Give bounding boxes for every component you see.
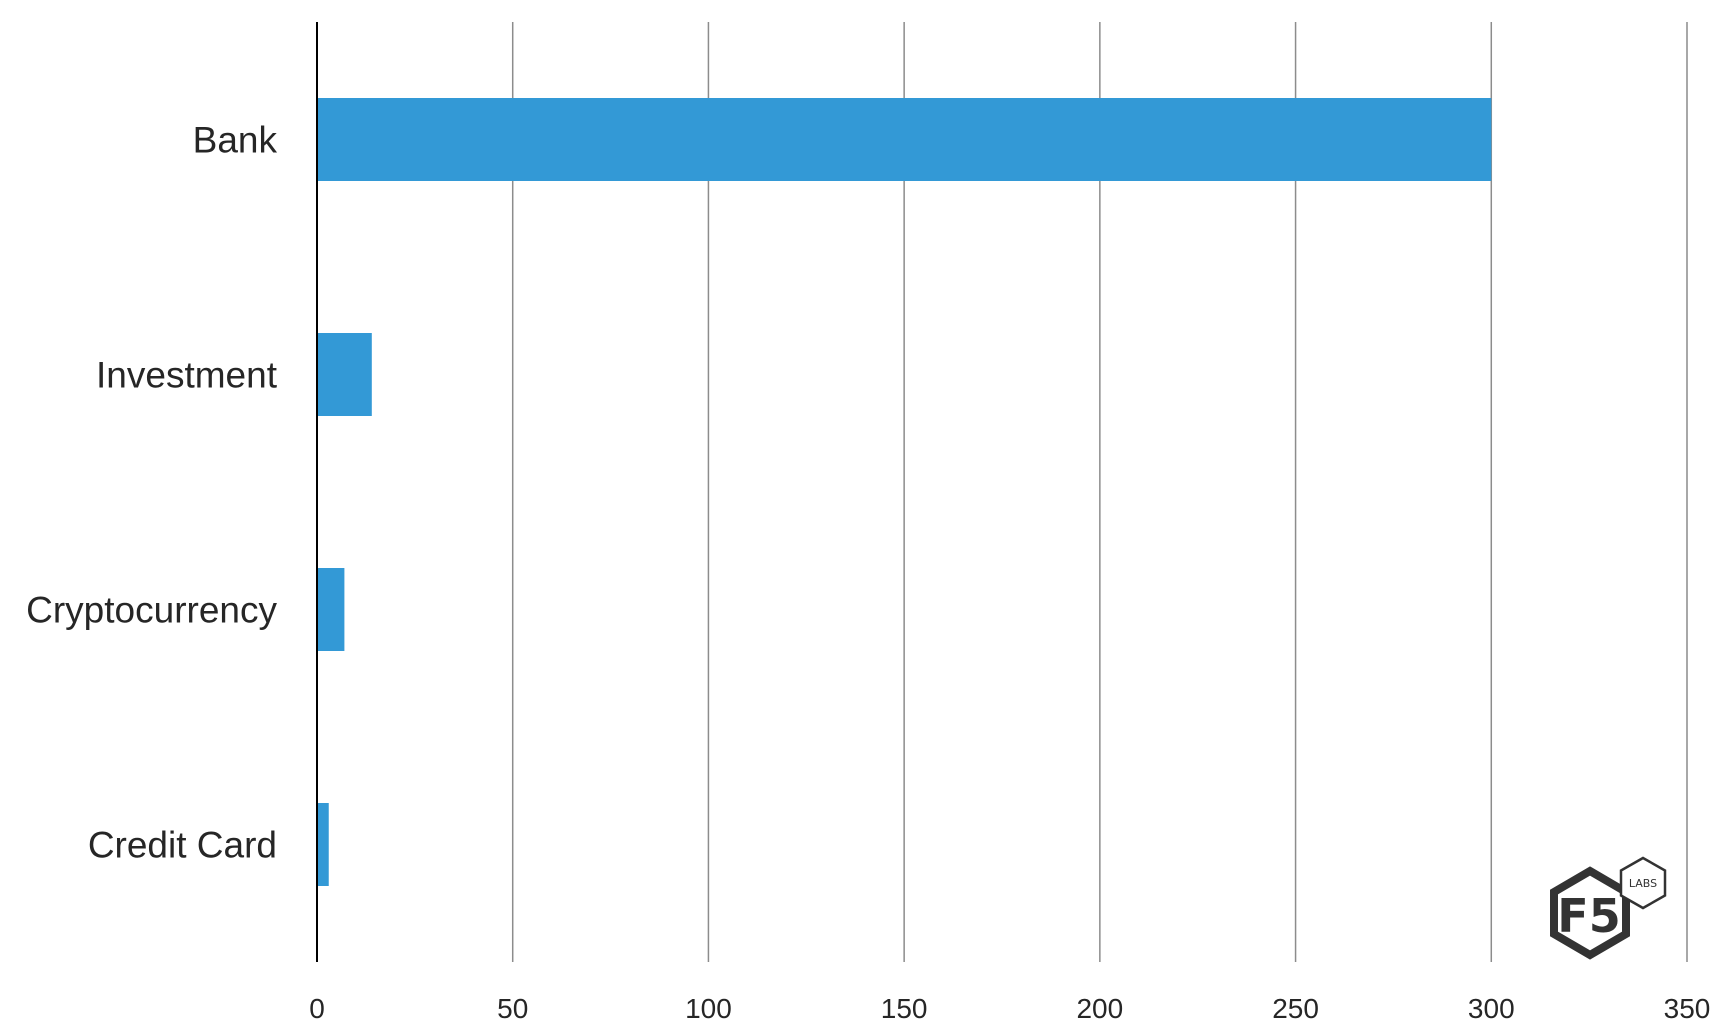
- bar-investment: [317, 333, 372, 416]
- bar-bank: [317, 98, 1492, 181]
- x-tick-label: 150: [881, 993, 928, 1024]
- f5-labs-logo: F5 LABS: [1550, 856, 1667, 960]
- x-tick-label: 200: [1076, 993, 1123, 1024]
- x-tick-label: 100: [685, 993, 732, 1024]
- x-tick-label: 250: [1272, 993, 1319, 1024]
- category-label: Bank: [193, 120, 278, 161]
- x-tick-label: 350: [1664, 993, 1711, 1024]
- x-tick-labels: 0 50 100 150 200 250 300 350: [309, 993, 1710, 1024]
- logo-badge-text: LABS: [1629, 877, 1657, 890]
- bar-credit-card: [317, 803, 329, 886]
- logo-main-text: F5: [1557, 889, 1620, 943]
- x-tick-label: 50: [497, 993, 528, 1024]
- bar-cryptocurrency: [317, 568, 345, 651]
- labs-hexagon-icon: [1619, 856, 1667, 910]
- x-tick-label: 300: [1468, 993, 1515, 1024]
- category-labels: Bank Investment Cryptocurrency Credit Card: [26, 120, 278, 866]
- category-label: Credit Card: [88, 825, 277, 866]
- category-label: Cryptocurrency: [26, 590, 277, 631]
- bars: [317, 98, 1492, 886]
- category-label: Investment: [96, 355, 278, 396]
- x-tick-label: 0: [309, 993, 325, 1024]
